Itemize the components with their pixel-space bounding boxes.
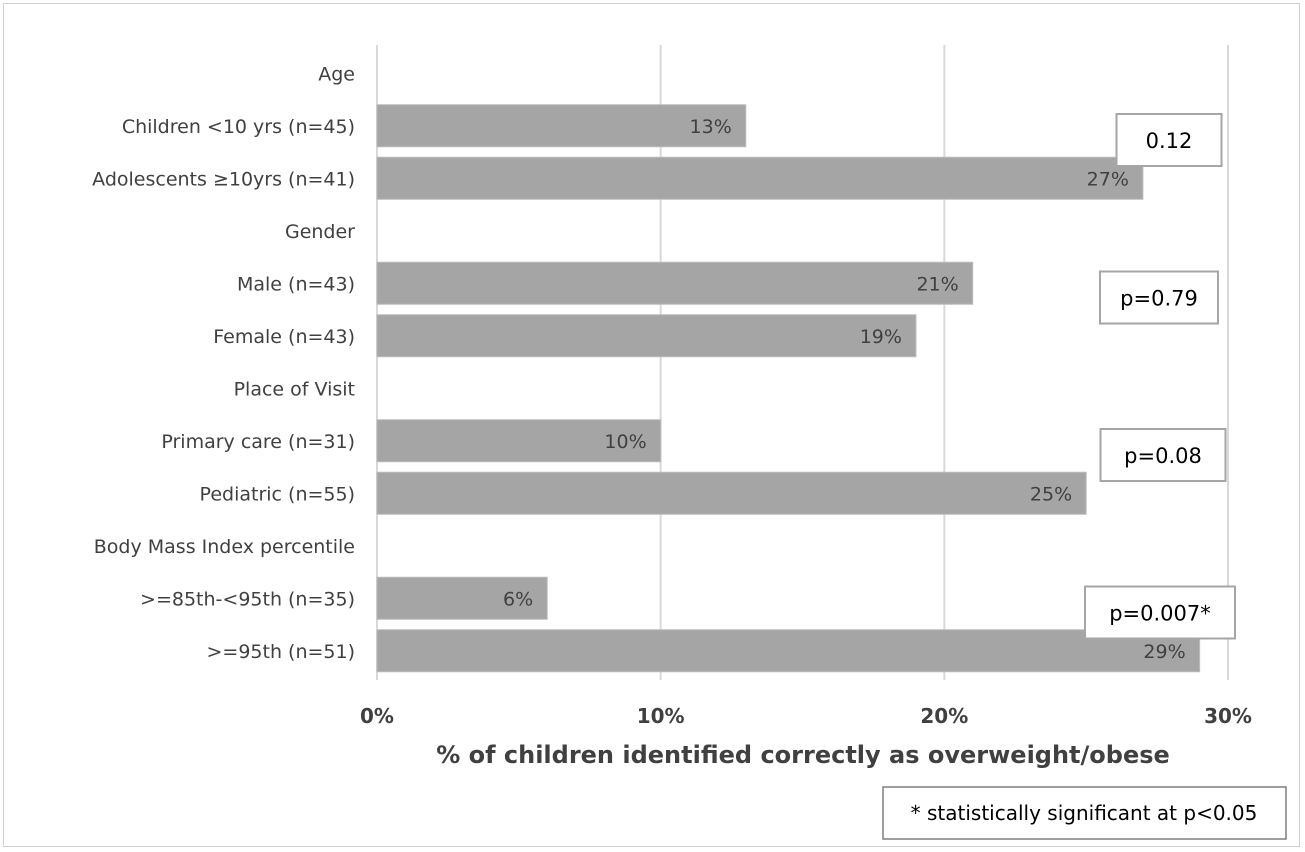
category-label: Place of Visit (234, 378, 355, 400)
bar (376, 629, 1201, 673)
bar-data-label: 10% (604, 431, 646, 453)
x-tick-label: 20% (920, 704, 968, 728)
category-label: Body Mass Index percentile (94, 536, 355, 558)
category-label: >=95th (n=51) (206, 641, 355, 663)
p-value-annotations: 0.12 p=0.79 p=0.08 p=0.007* (1084, 113, 1236, 640)
x-tick-label: 10% (637, 704, 685, 728)
footnote-text: * statistically significant at p<0.05 (911, 801, 1258, 825)
bar-data-label: 6% (503, 588, 533, 610)
bar (376, 261, 974, 305)
footnote-box (882, 786, 1287, 840)
bar-data-label: 19% (860, 326, 902, 348)
x-tick-label: 30% (1204, 704, 1252, 728)
bar (376, 314, 917, 358)
bar-data-label: 27% (1087, 168, 1129, 190)
p-value-text: p=0.08 (1124, 444, 1202, 468)
bar-data-label: 29% (1143, 641, 1185, 663)
gridlines (376, 45, 1229, 680)
p-value-text: p=0.79 (1120, 287, 1198, 311)
category-label: Male (n=43) (237, 273, 355, 295)
category-label: >=85th-<95th (n=35) (140, 588, 355, 610)
bar-data-label: 13% (690, 116, 732, 138)
bar (376, 471, 1087, 515)
bar-data-label: 21% (916, 273, 958, 295)
chart-frame (3, 3, 1300, 847)
category-label: Age (318, 63, 355, 85)
category-label: Pediatric (n=55) (200, 483, 355, 505)
x-axis-ticks: 0% 10% 20% 30% (360, 704, 1252, 728)
footnote: * statistically significant at p<0.05 (882, 786, 1287, 840)
p-value-box (1084, 585, 1236, 640)
category-label: Primary care (n=31) (161, 431, 355, 453)
bars: 13% 27% 21% 19% 10% 25% 6% 29% (376, 104, 1201, 673)
category-label: Female (n=43) (213, 326, 355, 348)
p-value-box (1099, 428, 1227, 482)
x-tick-label: 0% (360, 704, 394, 728)
bar (376, 419, 662, 463)
p-value-text: 0.12 (1146, 129, 1193, 153)
x-axis-title: % of children identified correctly as ov… (436, 741, 1170, 769)
p-value-box (1115, 113, 1223, 167)
category-label: Gender (285, 221, 355, 243)
bar (376, 576, 548, 620)
bar-data-label: 25% (1030, 483, 1072, 505)
p-value-text: p=0.007* (1109, 602, 1211, 626)
bar (376, 156, 1144, 200)
category-labels: Age Children <10 yrs (n=45) Adolescents ≥1… (92, 63, 355, 663)
category-label: Children <10 yrs (n=45) (122, 116, 355, 138)
category-label: Adolescents ≥10yrs (n=41) (92, 168, 355, 190)
bar (376, 104, 747, 148)
p-value-box (1099, 270, 1219, 325)
